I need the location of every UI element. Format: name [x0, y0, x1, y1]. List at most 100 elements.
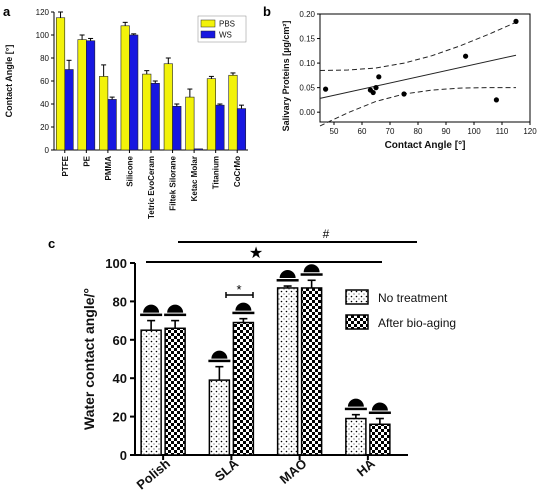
x-tick-label: 110 [496, 127, 509, 136]
y-tick-label: 0.05 [299, 84, 315, 93]
droplet-surface-line [208, 359, 231, 363]
x-tick-label: 80 [414, 127, 423, 136]
water-droplet-icon [279, 270, 296, 279]
legend-swatch [200, 19, 216, 28]
bar-pbs [142, 73, 152, 151]
y-tick-label: 0.00 [299, 108, 315, 117]
bar-checker [164, 327, 186, 456]
bar-checker [232, 321, 255, 456]
bar-pbs [55, 17, 66, 151]
y-tick-label: 60 [40, 77, 49, 86]
droplet-surface-line [368, 411, 391, 415]
bar-pbs [228, 74, 238, 151]
bar-chart-contact-angle: 0 20 40 60 80 100 120 Contact Angle [°] PTFE PE PM… [4, 8, 248, 219]
bar-ws [236, 108, 247, 151]
category-label: Titanium [212, 156, 221, 189]
star-annotation: ★ [249, 245, 263, 262]
y-axis-label: Water contact angle/° [81, 288, 97, 430]
y-tick-label: 20 [113, 410, 127, 425]
water-droplet-icon [167, 304, 184, 313]
droplet-surface-line [140, 313, 163, 317]
bar-dots [345, 417, 367, 456]
droplet-surface-line [300, 273, 323, 276]
category-label: PTFE [61, 155, 70, 176]
category-label: PMMA [104, 156, 113, 181]
ci-upper-curve [319, 21, 517, 71]
x-tick-label: 90 [442, 127, 451, 136]
bar-ws [172, 106, 182, 151]
bar-ws [150, 83, 160, 151]
y-tick-label: 0.15 [299, 35, 315, 44]
category-label: CoCrMo [233, 156, 242, 187]
category-label: Tetric EvoCeram [147, 156, 156, 219]
droplet-surface-line [276, 279, 299, 282]
bar-pbs [120, 25, 130, 151]
sla-bracket [225, 292, 254, 298]
bar-ws [129, 34, 139, 151]
ci-lower-curve [319, 87, 516, 127]
y-tick-label: 100 [105, 256, 127, 271]
legend-label: No treatment [378, 291, 448, 305]
y-tick-label: 100 [36, 31, 50, 40]
x-tick-label: 50 [330, 127, 339, 136]
water-droplet-icon [303, 264, 320, 273]
bar-dots [140, 329, 162, 456]
data-point [513, 18, 519, 24]
data-point [376, 74, 382, 80]
droplet-surface-line [164, 313, 187, 317]
bar-ws [64, 69, 74, 151]
regression-line [319, 54, 517, 99]
x-tick-label: 100 [467, 127, 481, 136]
x-tick-label: 60 [358, 127, 367, 136]
y-tick-label: 0 [120, 448, 127, 463]
asterisk-annotation: * [236, 282, 241, 297]
category-label: SLA [212, 455, 242, 484]
category-label: MAO [277, 456, 310, 487]
x-axis-label: Contact Angle [°] [385, 140, 466, 151]
legend-label: PBS [219, 20, 235, 29]
category-label: Polish [134, 456, 174, 493]
y-tick-label: 0 [45, 146, 50, 155]
y-tick-label: 0.20 [299, 10, 315, 19]
y-tick-label: 0.10 [299, 59, 315, 68]
y-tick-label: 40 [113, 371, 127, 386]
data-point [323, 86, 329, 92]
y-tick-label: 40 [40, 100, 49, 109]
legend-swatch [200, 30, 216, 39]
bar-pbs [185, 96, 195, 151]
droplet-surface-line [344, 407, 367, 411]
y-tick-label: 20 [40, 123, 49, 132]
bar-pbs [99, 76, 109, 151]
category-label: PE [82, 155, 91, 166]
plot-frame [319, 13, 531, 123]
bar-checker [369, 423, 391, 456]
bar-ws [193, 148, 203, 151]
y-tick-label: 60 [113, 333, 127, 348]
category-label: Filtek Silorane [169, 155, 178, 210]
y-tick-label: 120 [36, 8, 50, 17]
water-droplet-icon [371, 402, 388, 411]
y-tick-label: 80 [113, 294, 127, 309]
legend-swatch-dots [345, 289, 369, 305]
data-point [401, 91, 407, 97]
legend-label: After bio-aging [378, 316, 456, 330]
hash-annotation: # [323, 227, 330, 241]
category-label: Silicone [125, 155, 134, 186]
legend-label: WS [219, 31, 232, 40]
data-point [493, 97, 499, 103]
bar-checker [300, 287, 323, 456]
bar-pbs [163, 63, 173, 151]
bar-ws [86, 40, 96, 151]
bar-dots [208, 379, 231, 456]
y-axis-label: Salivary Proteins [µg/cm²] [281, 21, 291, 132]
bar-dots [276, 287, 299, 456]
water-droplet-icon [143, 304, 160, 313]
x-tick-label: 70 [386, 127, 395, 136]
bar-pbs [77, 39, 87, 151]
data-point [373, 85, 379, 91]
y-tick-label: 80 [40, 54, 49, 63]
bar-ws [215, 104, 225, 151]
y-axis-label: Contact Angle [°] [4, 45, 14, 118]
bar-pbs [206, 78, 216, 151]
legend-swatch-checker [345, 314, 369, 330]
